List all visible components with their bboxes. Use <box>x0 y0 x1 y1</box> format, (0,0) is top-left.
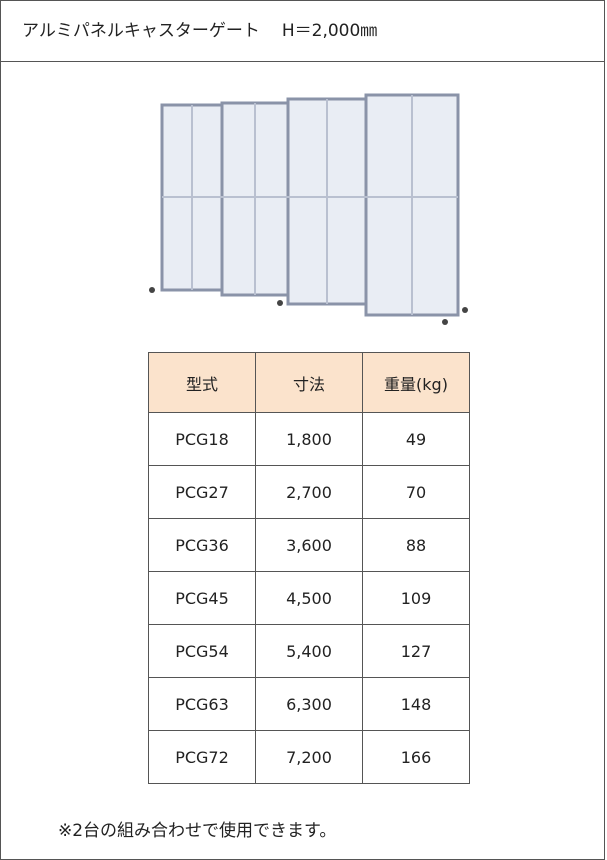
title: アルミパネルキャスターゲート <box>22 21 260 41</box>
table-cell: 88 <box>362 518 470 572</box>
table-cell: 49 <box>362 412 470 466</box>
table-cell: 6,300 <box>255 677 363 731</box>
note: ※2台の組み合わせで使用できます。 <box>58 821 337 841</box>
spec-table: 型式 寸法 重量(kg) PCG18 1,800 49 PCG27 2,700 70 PCG36 3… <box>148 352 470 784</box>
table-cell: PCG63 <box>148 677 256 731</box>
table-cell: 2,700 <box>255 465 363 519</box>
column-header: 型式 <box>148 352 256 413</box>
table-cell: 166 <box>362 730 470 784</box>
spec: H＝2,000㎜ <box>281 21 378 41</box>
table-row: PCG18 1,800 49 <box>148 412 470 466</box>
header: アルミパネルキャスターゲート H＝2,000㎜ <box>0 0 605 62</box>
table-cell: PCG18 <box>148 412 256 466</box>
table-cell: 5,400 <box>255 624 363 678</box>
table-cell: PCG72 <box>148 730 256 784</box>
table-row: PCG63 6,300 148 <box>148 677 470 731</box>
table-cell: 109 <box>362 571 470 625</box>
table-cell: 70 <box>362 465 470 519</box>
table-row: PCG54 5,400 127 <box>148 624 470 678</box>
table-row: PCG27 2,700 70 <box>148 465 470 519</box>
table-row: PCG36 3,600 88 <box>148 518 470 572</box>
table-cell: 7,200 <box>255 730 363 784</box>
table-cell: PCG54 <box>148 624 256 678</box>
table-cell: 3,600 <box>255 518 363 572</box>
product-image <box>149 93 468 325</box>
table-cell: PCG36 <box>148 518 256 572</box>
table-cell: PCG45 <box>148 571 256 625</box>
column-header: 重量(kg) <box>362 352 470 413</box>
table-cell: PCG27 <box>148 465 256 519</box>
table-cell: 4,500 <box>255 571 363 625</box>
table-row: PCG72 7,200 166 <box>148 730 470 784</box>
table-row: PCG45 4,500 109 <box>148 571 470 625</box>
table-cell: 1,800 <box>255 412 363 466</box>
table-cell: 127 <box>362 624 470 678</box>
column-header: 寸法 <box>255 352 363 413</box>
table-cell: 148 <box>362 677 470 731</box>
